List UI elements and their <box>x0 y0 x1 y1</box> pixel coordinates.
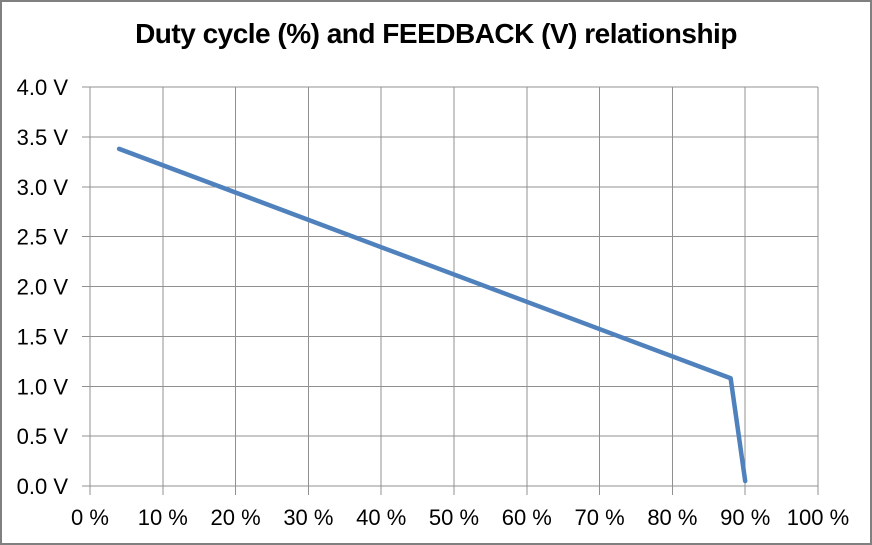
y-tick-label: 4.0 V <box>17 75 69 100</box>
y-tick-label: 0.5 V <box>17 424 69 449</box>
y-tick-label: 1.0 V <box>17 374 69 399</box>
y-tick-label: 1.5 V <box>17 324 69 349</box>
y-tick-label: 3.5 V <box>17 125 69 150</box>
x-tick-label: 60 % <box>502 505 552 530</box>
y-tick-label: 2.5 V <box>17 225 69 250</box>
series-line-feedback <box>116 146 748 484</box>
x-tick-label: 50 % <box>429 505 479 530</box>
y-tick-label: 3.0 V <box>17 175 69 200</box>
x-tick-label: 0 % <box>71 505 109 530</box>
x-tick-label: 80 % <box>647 505 697 530</box>
x-tick-label: 30 % <box>283 505 333 530</box>
x-tick-label: 100 % <box>787 505 849 530</box>
y-tick-label: 0.0 V <box>17 474 69 499</box>
chart-title: Duty cycle (%) and FEEDBACK (V) relation… <box>135 18 737 49</box>
y-tick-label: 2.0 V <box>17 275 69 300</box>
x-tick-label: 90 % <box>720 505 770 530</box>
x-tick-label: 70 % <box>575 505 625 530</box>
x-tick-label: 10 % <box>138 505 188 530</box>
x-tick-label: 40 % <box>356 505 406 530</box>
x-tick-label: 20 % <box>211 505 261 530</box>
